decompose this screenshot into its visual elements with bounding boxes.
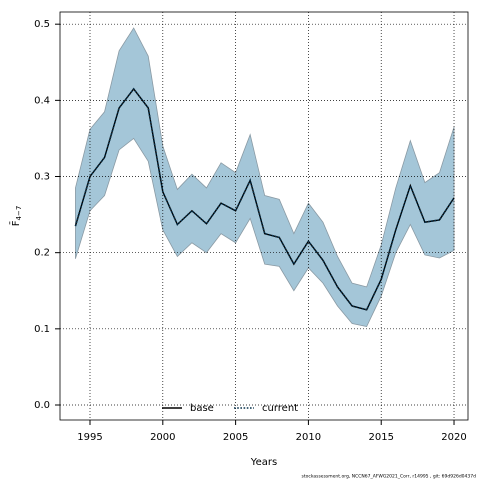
y-tick-label: 0.4 xyxy=(34,95,50,106)
y-tick-label: 0.0 xyxy=(34,400,50,411)
x-tick-label: 2000 xyxy=(150,432,175,443)
x-tick-label: 2015 xyxy=(368,432,393,443)
y-axis-label-group: F̄4−7 xyxy=(9,206,23,227)
y-tick-label: 0.2 xyxy=(34,248,50,259)
legend-label: current xyxy=(262,403,298,414)
x-tick-label: 2020 xyxy=(441,432,466,443)
confidence-band xyxy=(75,27,455,328)
x-tick-label: 2005 xyxy=(223,432,248,443)
y-label-main: F̄ xyxy=(9,220,22,226)
y-tick-label: 0.3 xyxy=(34,172,50,183)
legend-label: base xyxy=(190,403,214,414)
x-tick-label: 1995 xyxy=(77,432,102,443)
series-line xyxy=(74,87,455,311)
y-tick-label: 0.5 xyxy=(34,19,50,30)
x-axis-label: Years xyxy=(250,457,277,468)
y-axis-label: F̄4−7 xyxy=(9,206,23,227)
plot-frame xyxy=(59,11,469,421)
footnote: stockassessment.org, NCCN67_AFWG2021_Cor… xyxy=(302,474,477,480)
y-tick-label: 0.1 xyxy=(34,324,50,335)
y-label-sub: 4−7 xyxy=(15,206,23,221)
x-tick-label: 2010 xyxy=(296,432,321,443)
